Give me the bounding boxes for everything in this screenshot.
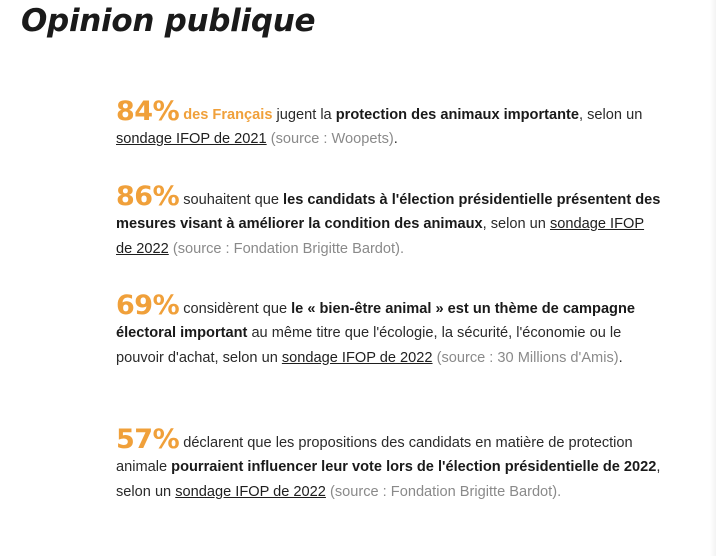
survey-link[interactable]: sondage IFOP de 2021 [116,131,267,148]
stat-percent: 69% [116,290,180,321]
stat-percent: 86% [116,181,180,212]
stat-source: (source : Fondation Brigitte Bardot). [172,240,405,257]
stat-source: (source : Woopets) [270,131,394,148]
stat-block: 69% considèrent que le « bien-être anima… [116,292,661,370]
stat-text: , selon un [482,216,546,233]
stat-highlight: pourraient influencer leur vote lors de … [171,459,657,476]
stat-text: , selon un [116,459,661,500]
stat-text: au même titre que l'écologie, la sécurit… [116,325,622,366]
stat-subject: des Français [183,107,273,123]
stat-highlight: le « bien-être animal » est un thème de … [116,301,636,342]
stat-text: déclarent que les propositions des candi… [116,435,633,476]
survey-link[interactable]: sondage IFOP de 2022 [116,216,645,257]
survey-link[interactable]: sondage IFOP de 2022 [281,349,433,366]
stat-percent: 57% [116,424,180,455]
stat-text: jugent la [276,107,332,123]
stat-text: considèrent que [183,301,288,317]
stat-block: 86% souhaitent que les candidats à l'éle… [116,183,661,261]
stat-source: (source : Fondation Brigitte Bardot). [329,483,562,500]
stat-text: souhaitent que [183,192,279,208]
survey-link[interactable]: sondage IFOP de 2022 [175,483,326,500]
page-edge-shadow [710,0,716,556]
stat-block: 84% des Français jugent la protection de… [116,98,661,152]
stat-end: . [618,349,623,366]
stat-highlight: les candidats à l'élection présidentiell… [116,192,661,233]
stat-end: . [393,131,398,148]
stat-text: , selon un [579,107,643,123]
stat-highlight: protection des animaux importante [335,107,580,123]
stat-percent: 84% [116,96,180,127]
page-title: Opinion publique [21,3,316,39]
stat-block: 57% déclarent que les propositions des c… [116,426,661,504]
stat-source: (source : 30 Millions d'Amis) [436,349,619,366]
